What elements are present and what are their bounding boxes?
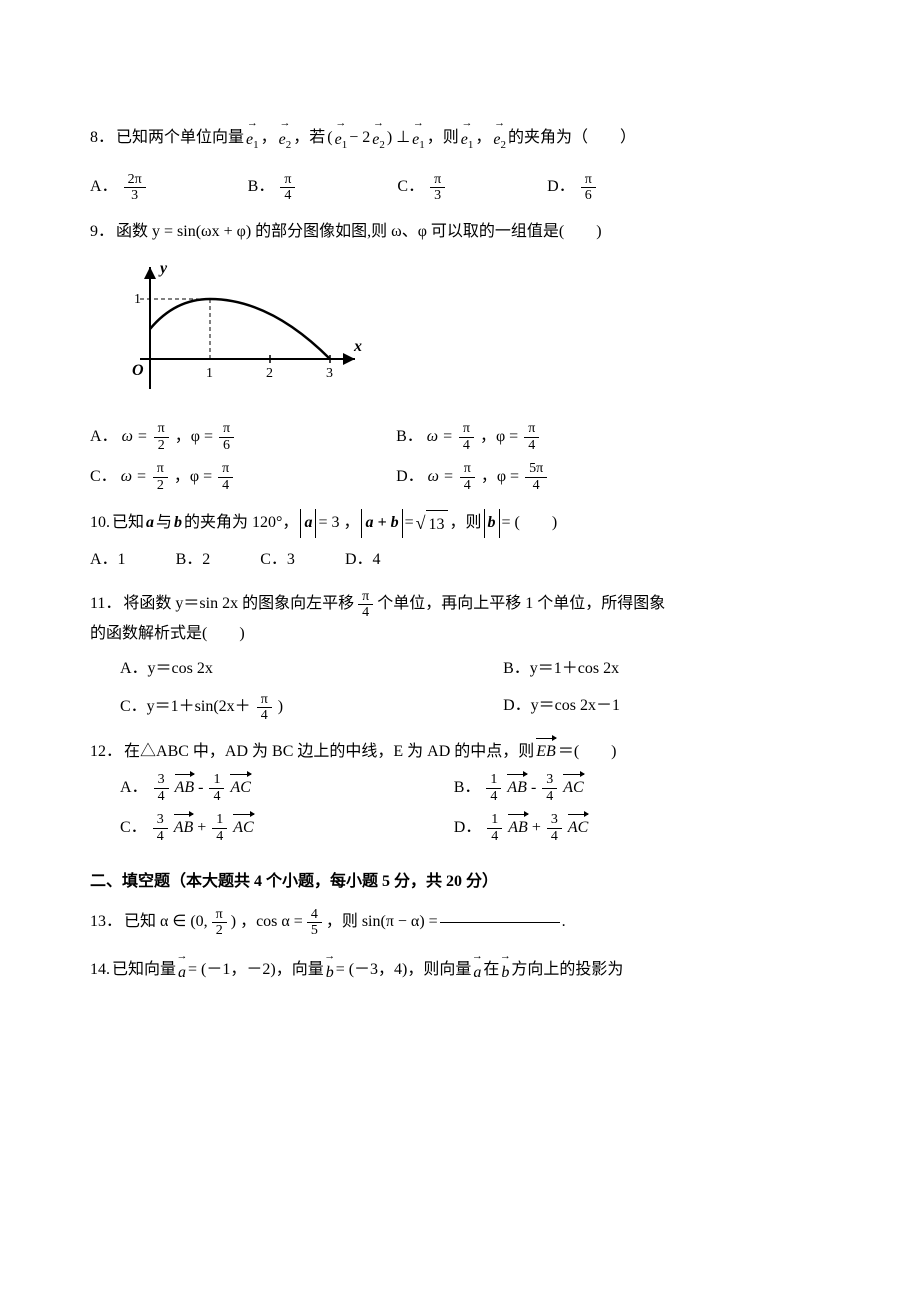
option-d[interactable]: D．ω = π4，φ = 5π4 [396,461,549,493]
fraction-icon: π2 [212,907,227,939]
svg-text:1: 1 [206,366,213,381]
vector-eb-icon: EB [536,738,556,767]
option-b[interactable]: B．14AB - 34AC [454,772,589,804]
option-a[interactable]: A．2π3 [90,172,148,204]
blank-input[interactable] [440,922,560,923]
vector-e2-icon: e2 [493,120,506,156]
section-2-heading: 二、填空题（本大题共 4 个小题，每小题 5 分，共 20 分） [90,868,830,897]
abs-icon: b [484,509,500,538]
q13-number: 13． [90,908,122,937]
q12-number: 12． [90,738,122,767]
option-c[interactable]: C．34AB + 14AC [120,812,254,844]
fraction-icon: π4 [280,172,295,204]
option-c[interactable]: C．ω = π2，φ = π4 [90,461,236,493]
option-c[interactable]: C．3 [260,546,295,575]
q11-number: 11． [90,590,121,619]
vector-e2-icon: e2 [372,120,385,156]
question-8: 8． 已知两个单位向量 e1， e2 ，若 (e1 − 2e2) ⊥ e1 ，则… [90,120,830,204]
q10-number: 10. [90,509,110,538]
vector-a-icon: a [146,509,154,538]
vector-b-icon: b [501,953,509,988]
svg-text:1: 1 [134,292,141,307]
option-c[interactable]: C．y＝1＋sin(2x＋π4) [120,692,283,724]
question-12: 12． 在△ABC 中，AD 为 BC 边上的中线，E 为 AD 的中点，则 E… [90,738,830,844]
option-a[interactable]: A．1 [90,546,126,575]
q9-number: 9． [90,218,114,247]
option-a[interactable]: A．34AB - 14AC [120,772,254,804]
abs-icon: a + b [361,509,402,538]
svg-text:x: x [353,338,362,355]
sqrt-icon: √13 [416,507,448,540]
q9-text: 函数 y = sin(ωx + φ) 的部分图像如图,则 ω、φ 可以取的一组值… [116,218,602,247]
vector-e2-icon: e2 [279,120,292,156]
vector-a-icon: a [473,953,481,988]
option-b[interactable]: B．ω = π4，φ = π4 [396,421,549,453]
option-b[interactable]: B．y＝1＋cos 2x [503,655,620,684]
vector-e1-icon: e1 [335,120,348,156]
option-d[interactable]: D．14AB + 34AC [454,812,589,844]
q14-number: 14. [90,956,110,985]
question-11: 11． 将函数 y＝sin 2x 的图象向左平移 π4 个单位，再向上平移 1 … [90,589,830,724]
option-d[interactable]: D．y＝cos 2x－1 [503,692,620,721]
sine-graph: y x O 1 2 3 1 [110,259,830,410]
option-a[interactable]: A．y＝cos 2x [120,655,283,684]
option-c[interactable]: C．π3 [397,172,447,204]
vector-e1-icon: e1 [246,120,259,156]
question-13: 13． 已知 α ∈ (0, π2 ) ，cos α = 45 ，则 sin(π… [90,907,830,939]
option-d[interactable]: D．4 [345,546,381,575]
option-b[interactable]: B．2 [176,546,211,575]
option-b[interactable]: B．π4 [248,172,298,204]
q8-text: 已知两个单位向量 [116,124,244,153]
vector-b-icon: b [174,509,182,538]
svg-text:3: 3 [326,366,333,381]
question-9: 9． 函数 y = sin(ωx + φ) 的部分图像如图,则 ω、φ 可以取的… [90,218,830,493]
svg-text:y: y [158,260,168,277]
fraction-icon: 2π3 [124,172,146,204]
vector-a-icon: a [178,953,186,988]
abs-icon: a [300,509,316,538]
question-10: 10. 已知 a 与 b 的夹角为 120°， a = 3 ， a + b = … [90,507,830,575]
vector-b-icon: b [326,953,334,988]
q8-number: 8． [90,124,114,153]
vector-e1-icon: e1 [461,120,474,156]
svg-text:2: 2 [266,366,273,381]
fraction-icon: π4 [358,589,373,621]
fraction-icon: π3 [430,172,445,204]
option-d[interactable]: D．π6 [547,172,598,204]
fraction-icon: 45 [307,907,322,939]
vector-e1-icon: e1 [412,120,425,156]
svg-text:O: O [132,362,144,379]
question-14: 14. 已知向量 a = (－1，－2)，向量 b = (－3，4)，则向量 a… [90,953,830,988]
option-a[interactable]: A．ω = π2，φ = π6 [90,421,236,453]
fraction-icon: π6 [581,172,596,204]
